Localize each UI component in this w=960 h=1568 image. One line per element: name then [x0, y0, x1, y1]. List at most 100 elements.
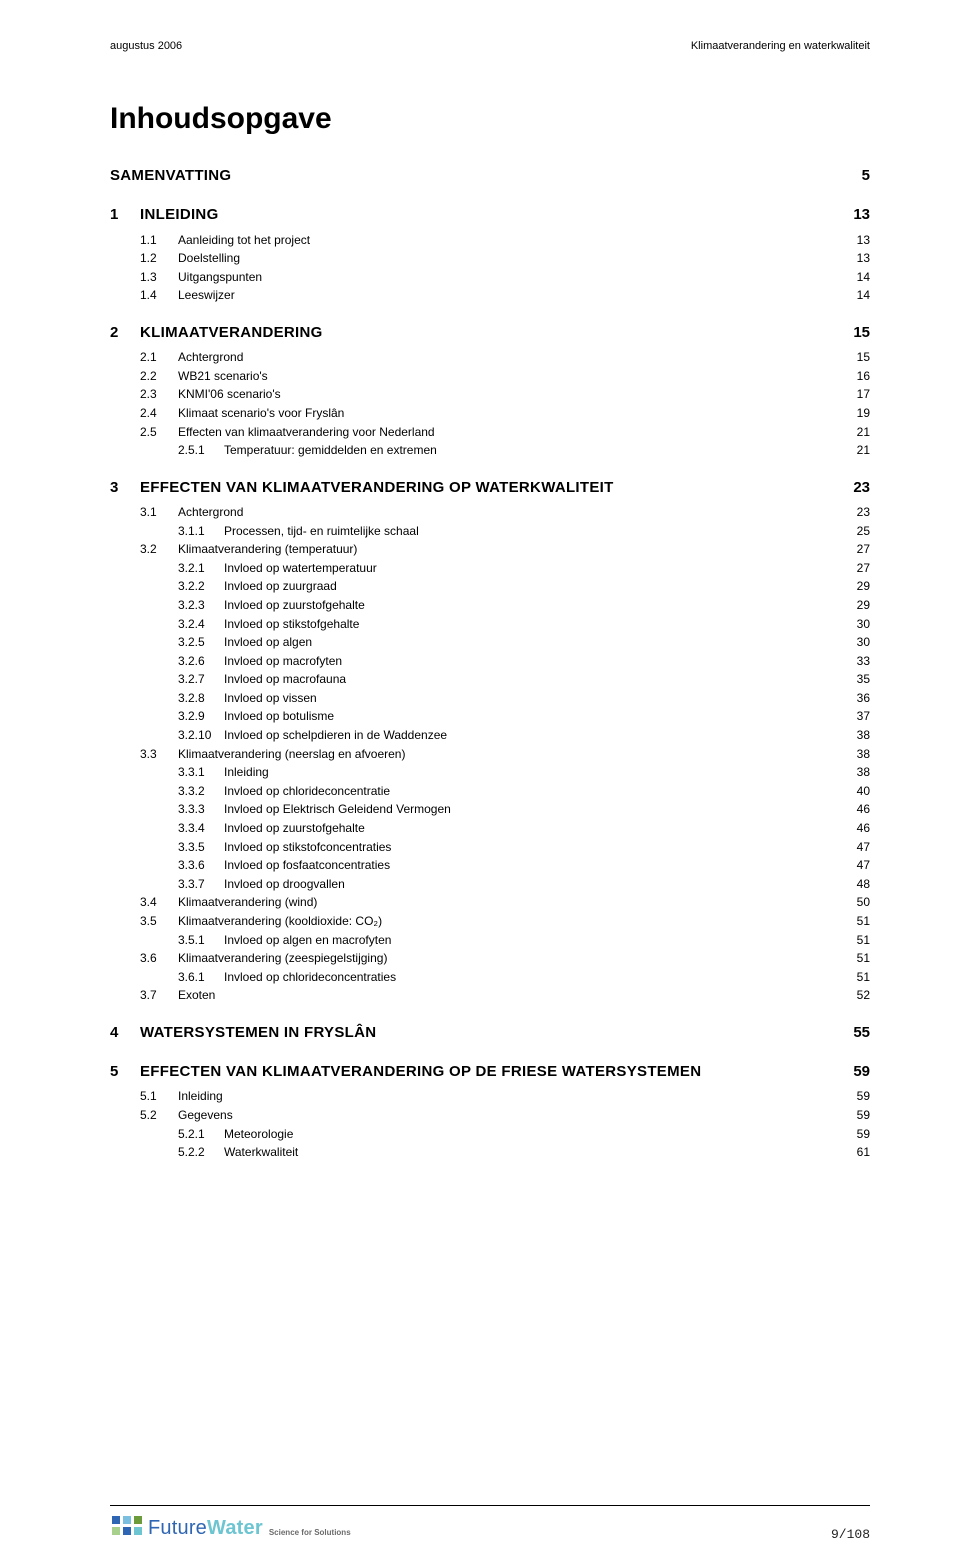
toc-number: 5.1 — [140, 1087, 178, 1106]
toc-title: Inleiding — [224, 765, 269, 779]
toc-label: 3EFFECTEN VAN KLIMAATVERANDERING OP WATE… — [110, 476, 830, 499]
toc-page-number: 23 — [830, 476, 870, 499]
toc-title: EFFECTEN VAN KLIMAATVERANDERING OP WATER… — [140, 479, 614, 496]
toc-entry: 2.3KNMI'06 scenario's17 — [110, 385, 870, 404]
toc-page-number: 35 — [830, 670, 870, 689]
toc-title: Aanleiding tot het project — [178, 233, 310, 247]
toc-entry: 3.2.7Invloed op macrofauna35 — [110, 670, 870, 689]
toc-entry: 3.2.3Invloed op zuurstofgehalte29 — [110, 596, 870, 615]
toc-page-number: 30 — [830, 633, 870, 652]
toc-label: 3.3.6Invloed op fosfaatconcentraties — [178, 856, 830, 875]
toc-number: 3.1.1 — [178, 522, 224, 541]
toc-title: Processen, tijd- en ruimtelijke schaal — [224, 524, 419, 538]
toc-page-number: 47 — [830, 856, 870, 875]
toc-page-number: 50 — [830, 893, 870, 912]
toc-label: 3.3.1Inleiding — [178, 763, 830, 782]
toc-title: Exoten — [178, 988, 215, 1002]
toc-label: 1.2Doelstelling — [140, 249, 830, 268]
toc-entry: 3.3.3Invloed op Elektrisch Geleidend Ver… — [110, 800, 870, 819]
toc-title: Invloed op zuurstofgehalte — [224, 821, 365, 835]
toc-label: 5.2.2Waterkwaliteit — [178, 1143, 830, 1162]
toc-page-number: 51 — [830, 912, 870, 931]
toc-number: 3.2.10 — [178, 726, 224, 745]
toc-label: 3.1.1Processen, tijd- en ruimtelijke sch… — [178, 522, 830, 541]
toc-title: Invloed op Elektrisch Geleidend Vermogen — [224, 802, 451, 816]
toc-entry: 3.2.6Invloed op macrofyten33 — [110, 652, 870, 671]
toc-entry: 3EFFECTEN VAN KLIMAATVERANDERING OP WATE… — [110, 476, 870, 499]
toc-label: 3.2.9Invloed op botulisme — [178, 707, 830, 726]
page-number: 9/108 — [831, 1527, 870, 1542]
toc-label: 3.3.4Invloed op zuurstofgehalte — [178, 819, 830, 838]
toc-number: 3.1 — [140, 503, 178, 522]
toc-label: 5.2Gegevens — [140, 1106, 830, 1125]
toc-number: 1.2 — [140, 249, 178, 268]
toc-label: SAMENVATTING — [110, 164, 830, 187]
toc-entry: 3.3.2Invloed op chlorideconcentratie40 — [110, 782, 870, 801]
toc-page-number: 27 — [830, 559, 870, 578]
toc-title: EFFECTEN VAN KLIMAATVERANDERING OP DE FR… — [140, 1063, 701, 1080]
toc-title: Invloed op zuurstofgehalte — [224, 598, 365, 612]
toc-entry: 2.1Achtergrond15 — [110, 348, 870, 367]
toc-entry: 2.5.1Temperatuur: gemiddelden en extreme… — [110, 441, 870, 460]
toc-label: 3.2.4Invloed op stikstofgehalte — [178, 615, 830, 634]
toc-entry: 3.2.9Invloed op botulisme37 — [110, 707, 870, 726]
toc-title: Invloed op schelpdieren in de Waddenzee — [224, 728, 447, 742]
toc-entry: 2.4Klimaat scenario's voor Fryslân19 — [110, 404, 870, 423]
toc-title: WB21 scenario's — [178, 369, 268, 383]
toc-entry: 5.2.2Waterkwaliteit61 — [110, 1143, 870, 1162]
toc-entry: 5.2.1Meteorologie59 — [110, 1125, 870, 1144]
toc-entry: 3.4Klimaatverandering (wind)50 — [110, 893, 870, 912]
toc-label: 1.4Leeswijzer — [140, 286, 830, 305]
toc-page-number: 27 — [830, 540, 870, 559]
toc-label: 3.3.2Invloed op chlorideconcentratie — [178, 782, 830, 801]
toc-number: 3.5 — [140, 912, 178, 931]
toc-title: Gegevens — [178, 1108, 233, 1122]
toc-entry: 3.2.8Invloed op vissen36 — [110, 689, 870, 708]
toc-label: 4WATERSYSTEMEN IN FRYSLÂN — [110, 1021, 830, 1044]
toc-number: 2.4 — [140, 404, 178, 423]
toc-number: 1.1 — [140, 231, 178, 250]
toc-entry: 3.1.1Processen, tijd- en ruimtelijke sch… — [110, 522, 870, 541]
toc-label: 3.2.1Invloed op watertemperatuur — [178, 559, 830, 578]
toc-page-number: 38 — [830, 745, 870, 764]
toc-number: 2.3 — [140, 385, 178, 404]
toc-entry: 3.3.1Inleiding38 — [110, 763, 870, 782]
toc-label: 2.3KNMI'06 scenario's — [140, 385, 830, 404]
logo-tagline: Science for Solutions — [269, 1528, 351, 1537]
toc-number: 1.3 — [140, 268, 178, 287]
toc-number: 4 — [110, 1021, 140, 1044]
toc-title: INLEIDING — [140, 206, 219, 223]
toc-label: 3.2.10Invloed op schelpdieren in de Wadd… — [178, 726, 830, 745]
toc-label: 3.3Klimaatverandering (neerslag en afvoe… — [140, 745, 830, 764]
toc-title: Invloed op vissen — [224, 691, 317, 705]
toc-label: 1.1Aanleiding tot het project — [140, 231, 830, 250]
toc-label: 1INLEIDING — [110, 203, 830, 226]
toc-entry: 1.3Uitgangspunten14 — [110, 268, 870, 287]
toc-number: 3.6.1 — [178, 968, 224, 987]
toc-entry: 3.3.4Invloed op zuurstofgehalte46 — [110, 819, 870, 838]
toc-title: Achtergrond — [178, 350, 243, 364]
toc-title: Invloed op chlorideconcentraties — [224, 970, 396, 984]
toc-entry: 3.6Klimaatverandering (zeespiegelstijgin… — [110, 949, 870, 968]
logo-text: FutureWater — [148, 1517, 263, 1540]
toc-number: 3.3.1 — [178, 763, 224, 782]
toc-number: 3.3.6 — [178, 856, 224, 875]
toc-title: Inleiding — [178, 1089, 223, 1103]
toc-entry: 3.6.1Invloed op chlorideconcentraties51 — [110, 968, 870, 987]
toc-entry: 3.2.10Invloed op schelpdieren in de Wadd… — [110, 726, 870, 745]
toc-title: Invloed op zuurgraad — [224, 579, 337, 593]
toc-title: Waterkwaliteit — [224, 1145, 298, 1159]
toc-entry: 1.4Leeswijzer14 — [110, 286, 870, 305]
toc-number: 3 — [110, 476, 140, 499]
toc-entry: 2.5Effecten van klimaatverandering voor … — [110, 423, 870, 442]
toc-entry: 3.2Klimaatverandering (temperatuur)27 — [110, 540, 870, 559]
toc-title: KLIMAATVERANDERING — [140, 324, 323, 341]
toc-entry: 5.1Inleiding59 — [110, 1087, 870, 1106]
toc-label: 3.3.7Invloed op droogvallen — [178, 875, 830, 894]
logo-word-water: Water — [207, 1517, 263, 1539]
toc-title: Klimaatverandering (temperatuur) — [178, 542, 357, 556]
toc-number: 3.3.7 — [178, 875, 224, 894]
toc-number: 3.3.3 — [178, 800, 224, 819]
toc-label: 3.7Exoten — [140, 986, 830, 1005]
toc-title: Invloed op macrofyten — [224, 654, 342, 668]
